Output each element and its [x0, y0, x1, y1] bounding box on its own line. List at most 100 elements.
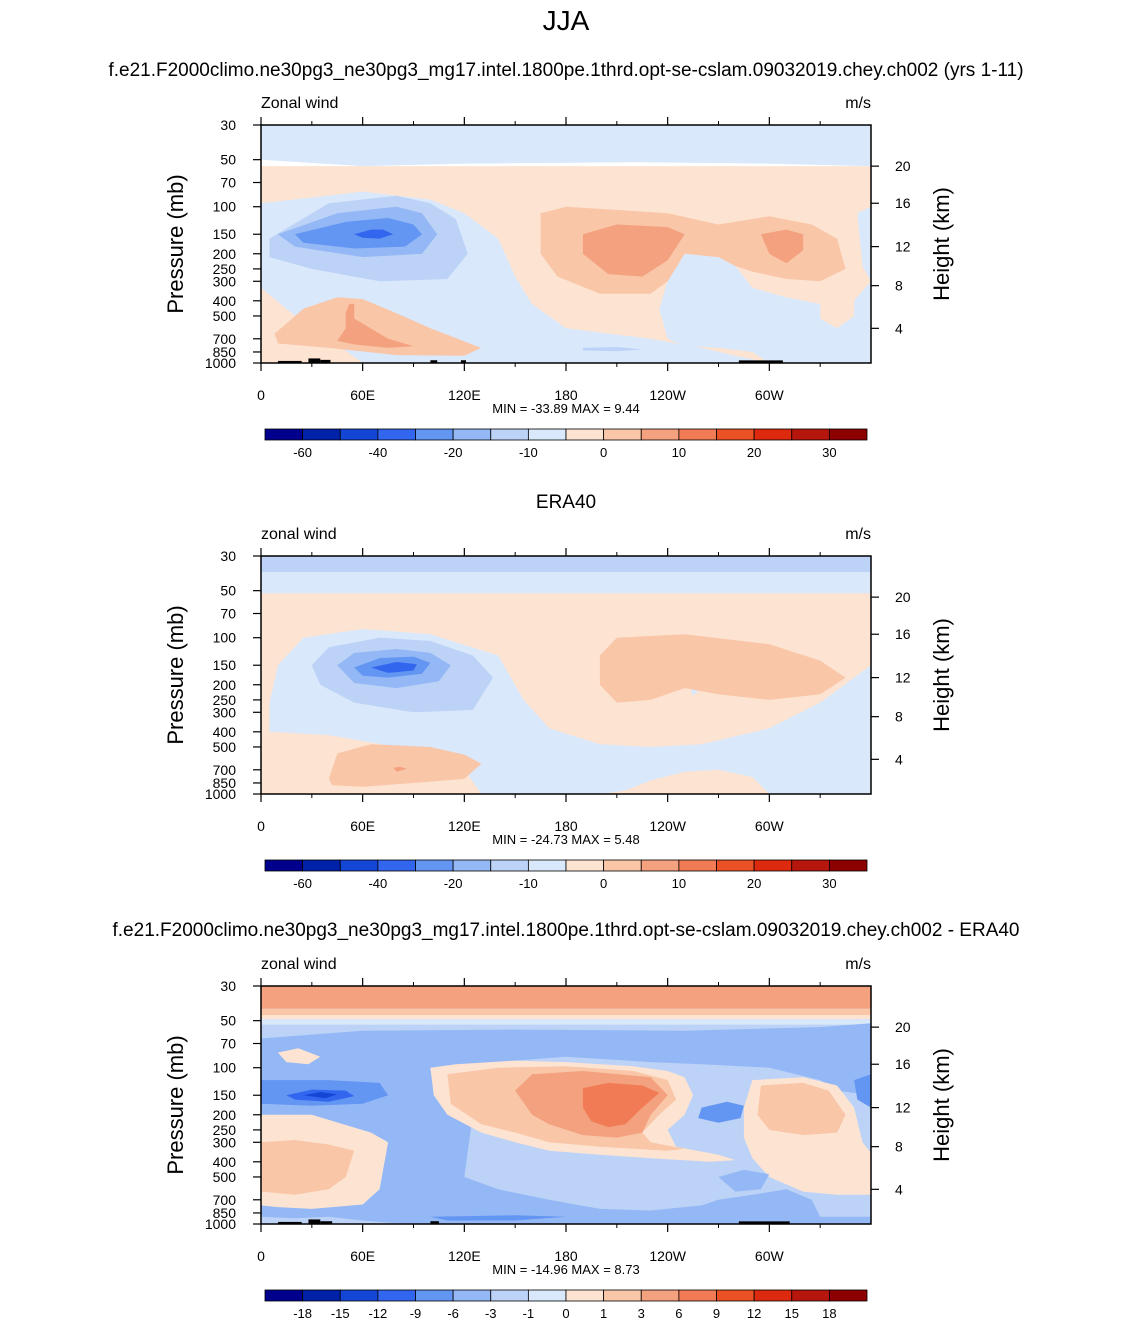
y-tick-label: 300: [213, 1134, 237, 1150]
colorbar-label: -3: [485, 1306, 497, 1321]
colorbar-box: [377, 428, 416, 441]
colorbar-box: [527, 428, 567, 441]
colorbar-box: [678, 1289, 717, 1302]
topography-block: [430, 1221, 439, 1224]
topography-block: [430, 360, 438, 363]
y-tick-label: 200: [213, 246, 237, 262]
colorbar-label: -1: [523, 1306, 535, 1321]
contour-fill: [261, 1023, 871, 1224]
height-tick-label: 12: [895, 670, 911, 686]
colorbar-box: [490, 1289, 529, 1302]
colorbar-label: -15: [331, 1306, 350, 1321]
topography-block: [320, 1221, 333, 1224]
topography-block: [308, 358, 321, 363]
colorbar-box: [640, 428, 680, 441]
contour-fill: [354, 229, 394, 239]
contour-fill: [277, 1048, 321, 1065]
diff-title: f.e21.F2000climo.ne30pg3_ne30pg3_mg17.in…: [113, 920, 1020, 941]
contour-fill: [261, 1140, 355, 1195]
y-tick-label: 150: [213, 226, 237, 242]
colorbar-label: 9: [713, 1306, 720, 1321]
colorbar-box: [603, 428, 642, 441]
colorbar-box: [377, 859, 416, 872]
colorbar-label: 12: [747, 1306, 761, 1321]
x-tick-label: 60E: [350, 818, 375, 834]
panel-units-label: m/s: [845, 956, 871, 973]
colorbar-box: [339, 859, 379, 872]
y-tick-label: 50: [220, 1013, 236, 1029]
y-tick-label: 50: [220, 583, 236, 599]
contour-fill: [582, 1082, 660, 1128]
y-tick-label: 1000: [205, 786, 236, 802]
x-tick-label: 120E: [448, 818, 481, 834]
colorbar-label: 0: [600, 876, 607, 891]
contour-fill: [371, 662, 417, 673]
x-tick-label: 120E: [448, 1248, 481, 1264]
panel-variable-label: zonal wind: [261, 526, 337, 543]
y-tick-label: 300: [213, 704, 237, 720]
y-tick-label: 500: [213, 1169, 237, 1185]
y-tick-label: 500: [213, 739, 237, 755]
y-tick-label: 100: [213, 1060, 237, 1076]
contour-fill: [261, 1019, 871, 1025]
y-tick-label: 70: [220, 175, 236, 191]
contour-fill: [760, 229, 804, 264]
min-max-stats: MIN = -14.96 MAX = 8.73: [492, 1262, 639, 1277]
y-tick-label: 850: [213, 344, 237, 360]
colorbar-box: [791, 428, 830, 441]
colorbar-label: -9: [410, 1306, 422, 1321]
panel-model-zonal-wind: 0 60E 120E 180 120W 60W3050701001502002503004…: [163, 95, 954, 460]
topography-block: [738, 1221, 790, 1224]
colorbar-box: [490, 859, 529, 872]
height-tick-label: 16: [895, 1056, 911, 1072]
y-tick-label: 30: [220, 978, 236, 994]
colorbar-label: 30: [822, 445, 836, 460]
topography-block: [308, 1219, 321, 1224]
plot-area: [261, 125, 871, 363]
min-max-stats: MIN = -24.73 MAX = 5.48: [492, 832, 639, 847]
height-tick-label: 4: [895, 751, 903, 767]
panel-era40-zonal-wind: 0 60E 120E 180 120W 60W3050701001502002503004…: [163, 526, 954, 891]
contour-fill: [261, 125, 871, 167]
y-tick-label: 70: [220, 606, 236, 622]
colorbar-label: -10: [519, 445, 538, 460]
y-tick-label: 100: [213, 630, 237, 646]
contour-fill: [393, 766, 407, 772]
y-tick-label: 50: [220, 152, 236, 168]
x-tick-label: 60E: [350, 1248, 375, 1264]
contour-fill: [659, 253, 871, 363]
colorbar-label: 20: [747, 876, 761, 891]
colorbar-label: -20: [444, 445, 463, 460]
x-tick-label: 180: [554, 387, 578, 403]
colorbar-label: 18: [822, 1306, 836, 1321]
figure-title: JJA: [543, 5, 590, 36]
contour-fill: [857, 206, 871, 282]
colorbar-box: [264, 859, 304, 872]
colorbar-box: [716, 428, 755, 441]
y-axis-title: Pressure (mb): [163, 605, 188, 744]
topography-block: [460, 360, 467, 363]
colorbar-box: [527, 1289, 567, 1302]
colorbar-box: [678, 859, 717, 872]
y-tick-label: 100: [213, 199, 237, 215]
colorbar-label: 0: [562, 1306, 569, 1321]
height-tick-label: 8: [895, 1139, 903, 1155]
colorbar-box: [828, 859, 868, 872]
height-tick-label: 4: [895, 1181, 903, 1197]
topography-block: [738, 360, 783, 363]
height-tick-label: 12: [895, 239, 911, 255]
colorbar-label: -6: [447, 1306, 459, 1321]
contour-fill: [303, 1092, 338, 1099]
min-max-stats: MIN = -33.89 MAX = 9.44: [492, 401, 639, 416]
colorbar-box: [565, 1289, 605, 1302]
x-tick-label: 120W: [649, 387, 686, 403]
x-tick-label: 60W: [755, 387, 785, 403]
panel-units-label: m/s: [845, 95, 871, 112]
colorbar-label: -40: [368, 876, 387, 891]
plot-area: [261, 986, 871, 1224]
y-tick-label: 850: [213, 1205, 237, 1221]
colorbar-box: [828, 428, 868, 441]
topography-block: [320, 359, 331, 363]
contour-fill: [698, 1101, 744, 1123]
